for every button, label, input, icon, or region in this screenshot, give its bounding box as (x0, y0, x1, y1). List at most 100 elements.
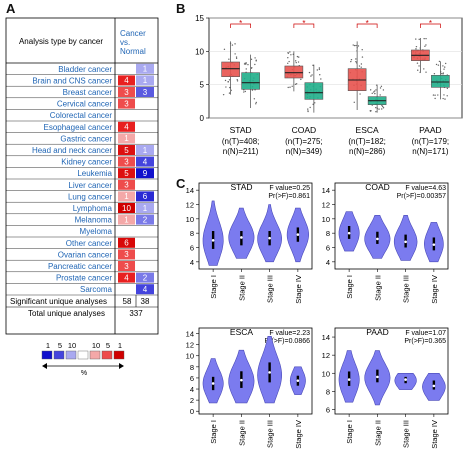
violin-median-dot (296, 233, 300, 236)
jitter-point (373, 90, 376, 92)
up-count: 5 (124, 169, 129, 178)
x-group-label: STAD (230, 125, 252, 135)
down-count: 4 (143, 157, 148, 166)
down-cell (136, 87, 154, 97)
up-cell (118, 284, 135, 295)
y-tick-label: 0 (200, 114, 205, 123)
violin-plot-title: PAAD (366, 327, 389, 337)
jitter-point (446, 87, 449, 90)
legend-tick-label: 5 (58, 341, 62, 350)
x-group-label: PAAD (419, 125, 442, 135)
down-cell (136, 75, 154, 86)
jitter-point (318, 67, 321, 69)
f-value-label: F value=0.25 (269, 185, 310, 192)
x-stage-label: Stage I (345, 275, 354, 299)
x-stage-label: Stage IV (294, 420, 303, 449)
up-count: 3 (124, 181, 129, 190)
jitter-point (228, 92, 231, 94)
jitter-point (359, 93, 361, 95)
up-count: 5 (124, 146, 129, 155)
jitter-point (355, 62, 358, 64)
y-tick-label: 6 (326, 405, 330, 414)
violin-plot-title: ESCA (230, 327, 253, 337)
jitter-point (291, 85, 293, 87)
legend-swatch (41, 350, 53, 360)
x-group-n-tumor: (n(T)=408; (222, 137, 260, 146)
cancer-type-label: Cervical cancer (57, 100, 112, 109)
f-value-label: F value=4.63 (405, 185, 446, 192)
jitter-point (375, 84, 378, 86)
significance-bracket (420, 23, 441, 28)
jitter-point (312, 64, 314, 67)
jitter-point (425, 44, 427, 46)
jitter-point (295, 61, 297, 64)
y-tick-label: 10 (186, 352, 194, 361)
jitter-point (253, 98, 256, 100)
cancer-type-label: Lung cancer (68, 192, 112, 201)
jitter-point (446, 95, 448, 97)
x-stage-label: Stage III (266, 275, 275, 303)
jitter-point (254, 63, 256, 66)
cancer-type-label: Kidney cancer (61, 158, 112, 167)
violin-plot-frame (198, 182, 313, 270)
significance-star: * (302, 19, 305, 28)
jitter-point (296, 55, 299, 58)
legend-tick-label: 10 (92, 341, 100, 350)
up-cell (118, 249, 135, 260)
x-stage-label: Stage I (209, 420, 218, 444)
table-header-right-line: Normal (120, 47, 146, 56)
y-tick-label: 8 (190, 229, 194, 238)
jitter-point (255, 60, 257, 62)
down-cell (136, 145, 154, 155)
x-group-label: COAD (292, 125, 317, 135)
jitter-point (356, 47, 358, 49)
significance-star: * (239, 19, 242, 28)
cancer-type-label: Leukemia (77, 169, 112, 178)
legend-arrow-right-icon (119, 363, 124, 369)
up-count: 3 (124, 250, 129, 259)
down-cell (136, 191, 154, 202)
y-tick-label: 14 (322, 333, 330, 342)
y-tick-label: 12 (186, 201, 194, 210)
jitter-point (379, 94, 381, 96)
y-tick-label: 5 (200, 81, 205, 90)
x-stage-label: Stage IV (430, 420, 439, 449)
jitter-point (360, 66, 362, 68)
jitter-point (234, 43, 236, 45)
down-count: 1 (143, 76, 148, 85)
significant-label: Significant unique analyses (10, 297, 107, 306)
box-normal (304, 82, 324, 100)
jitter-point (227, 81, 229, 83)
y-tick-label: 10 (195, 47, 204, 56)
violin-median-dot (404, 378, 407, 381)
violin-plot-title: STAD (230, 182, 252, 192)
down-count: 9 (143, 169, 148, 178)
f-value-label: F value=2.23 (269, 330, 310, 337)
jitter-point (435, 63, 438, 66)
significant-down: 38 (141, 297, 150, 306)
jitter-point (419, 71, 421, 74)
jitter-point (369, 89, 372, 91)
up-count: 3 (124, 157, 129, 166)
y-tick-label: 10 (322, 369, 330, 378)
box-normal (241, 72, 260, 90)
up-cell (118, 87, 135, 97)
down-cell (136, 226, 154, 237)
p-value-label: Pr(>F)=0.00357 (397, 193, 447, 200)
jitter-point (297, 61, 300, 63)
up-count: 3 (124, 262, 129, 271)
down-cell (136, 284, 154, 295)
jitter-point (243, 91, 245, 93)
up-count: 1 (124, 134, 129, 143)
jitter-point (236, 80, 239, 82)
panel-label-b: B (176, 1, 186, 16)
jitter-point (382, 89, 385, 91)
box-tumor (221, 61, 240, 77)
violin-median-dot (347, 231, 351, 235)
cancer-type-label: Liver cancer (68, 181, 112, 190)
x-stage-label: Stage II (237, 420, 246, 446)
x-group-label: ESCA (356, 125, 379, 135)
jitter-point (425, 71, 427, 73)
